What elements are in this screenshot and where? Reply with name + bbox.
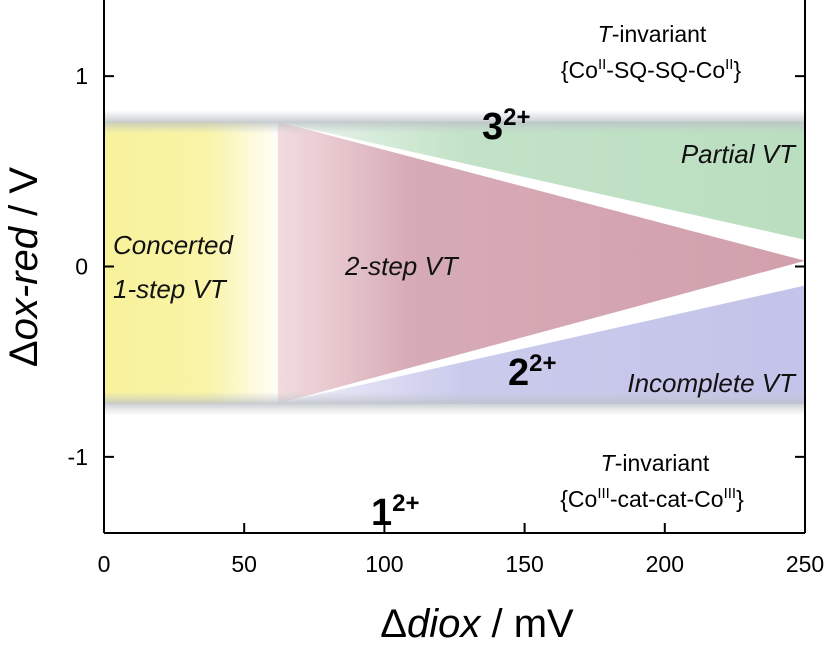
- region-label-incomplete: Incomplete VT: [627, 368, 797, 398]
- x-tick-label: 200: [646, 551, 684, 577]
- bottom-invariant-sup2: III: [724, 485, 737, 502]
- species-3-base: 3: [482, 106, 503, 148]
- x-tick-label: 50: [231, 551, 257, 577]
- top-invariant-mid: -SQ-SQ-Co: [606, 57, 725, 83]
- bottom-invariant-open: {Co: [560, 486, 597, 512]
- top-invariant-rest: -invariant: [612, 21, 707, 47]
- x-axis-title: Δdiox / mV: [380, 602, 574, 646]
- region-2-step-vt: [277, 121, 805, 404]
- x-tick-label: 100: [365, 551, 403, 577]
- top-invariant-close: }: [733, 57, 741, 83]
- bottom-invariant-close: }: [736, 486, 744, 512]
- y-axis-title: Δox-red / V: [2, 167, 46, 367]
- y-axis-title-delta: Δ: [2, 340, 46, 367]
- region-partial-vt: [277, 121, 805, 240]
- top-invariant-t: T: [598, 21, 614, 47]
- x-axis-title-italic: diox: [407, 602, 482, 646]
- bottom-invariant-sup1: III: [597, 485, 610, 502]
- ticks-layer: 0 50 100 150 200 250 -1 0 1: [68, 63, 825, 577]
- y-axis-title-italic: ox-red: [2, 225, 46, 340]
- top-invariant-sup1: II: [598, 56, 606, 73]
- bottom-invariant-mid: -cat-cat-Co: [610, 486, 724, 512]
- region-incomplete-vt: [277, 285, 805, 404]
- bottom-invariant-line2: {CoIII-cat-cat-CoIII}: [560, 485, 744, 512]
- bottom-invariant-rest: -invariant: [615, 450, 710, 476]
- species-1-charge: 2+: [392, 490, 419, 517]
- top-invariant-sup2: II: [725, 56, 733, 73]
- species-3-label: 32+: [482, 104, 531, 148]
- y-tick-label: -1: [68, 444, 88, 470]
- band-edge-top: [104, 109, 805, 134]
- species-2-label: 22+: [508, 350, 557, 394]
- x-axis-title-delta: Δ: [380, 602, 407, 646]
- x-tick-label: 0: [98, 551, 111, 577]
- regions-layer: [104, 121, 805, 404]
- band-edge-bottom: [104, 391, 805, 416]
- species-3-charge: 2+: [503, 104, 530, 131]
- x-tick-label: 250: [786, 551, 824, 577]
- species-1-label: 12+: [371, 490, 420, 534]
- species-2-charge: 2+: [529, 350, 556, 377]
- species-1-base: 1: [371, 492, 392, 534]
- x-axis-title-rest: / mV: [480, 602, 574, 646]
- y-axis-title-rest: / V: [2, 167, 46, 227]
- bottom-invariant-line1: T-invariant: [601, 450, 710, 476]
- region-label-concerted-line1: Concerted: [113, 230, 234, 260]
- band-edges-layer: [104, 109, 805, 416]
- x-tick-label: 150: [505, 551, 543, 577]
- bottom-invariant-t: T: [601, 450, 617, 476]
- region-label-two-step: 2-step VT: [344, 251, 460, 281]
- region-concerted-1-step-vt: [104, 121, 278, 404]
- top-invariant-line2: {CoII-SQ-SQ-CoII}: [561, 56, 742, 83]
- top-invariant-line1: T-invariant: [598, 21, 707, 47]
- region-label-concerted-line2: 1-step VT: [113, 274, 228, 304]
- y-tick-label: 0: [75, 254, 88, 280]
- species-2-base: 2: [508, 352, 529, 394]
- top-invariant-open: {Co: [561, 57, 598, 83]
- y-tick-label: 1: [75, 63, 88, 89]
- region-label-partial: Partial VT: [681, 139, 797, 169]
